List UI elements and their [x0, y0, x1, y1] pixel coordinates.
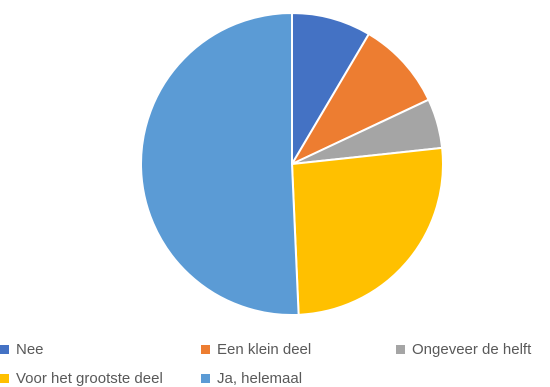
pie-slice-ja-helemaal [140, 11, 300, 316]
legend-item-ja-helemaal: Ja, helemaal [201, 370, 302, 387]
legend-swatch-ja-helemaal [201, 374, 210, 383]
legend-label-voor-het-grootste-deel: Voor het grootste deel [16, 370, 163, 387]
pie-slice-voor-het-grootste-deel [290, 146, 444, 316]
pie-slice-een-klein-deel [289, 32, 430, 167]
legend-swatch-ongeveer-de-helft [396, 345, 405, 354]
legend-swatch-nee [0, 345, 9, 354]
legend-label-ja-helemaal: Ja, helemaal [217, 370, 303, 387]
legend-label-een-klein-deel: Een klein deel [217, 341, 312, 358]
legend-item-een-klein-deel: Een klein deel [201, 341, 311, 358]
legend-item-ongeveer-de-helft: Ongeveer de helft [396, 341, 531, 358]
legend-swatch-een-klein-deel [201, 345, 210, 354]
legend-swatch-voor-het-grootste-deel [0, 374, 9, 383]
legend-item-voor-het-grootste-deel: Voor het grootste deel [0, 370, 163, 387]
pie-slices [140, 11, 444, 316]
legend-label-ongeveer-de-helft: Ongeveer de helft [412, 341, 532, 358]
legend-item-nee: Nee [0, 341, 44, 358]
legend-label-nee: Nee [16, 341, 44, 358]
